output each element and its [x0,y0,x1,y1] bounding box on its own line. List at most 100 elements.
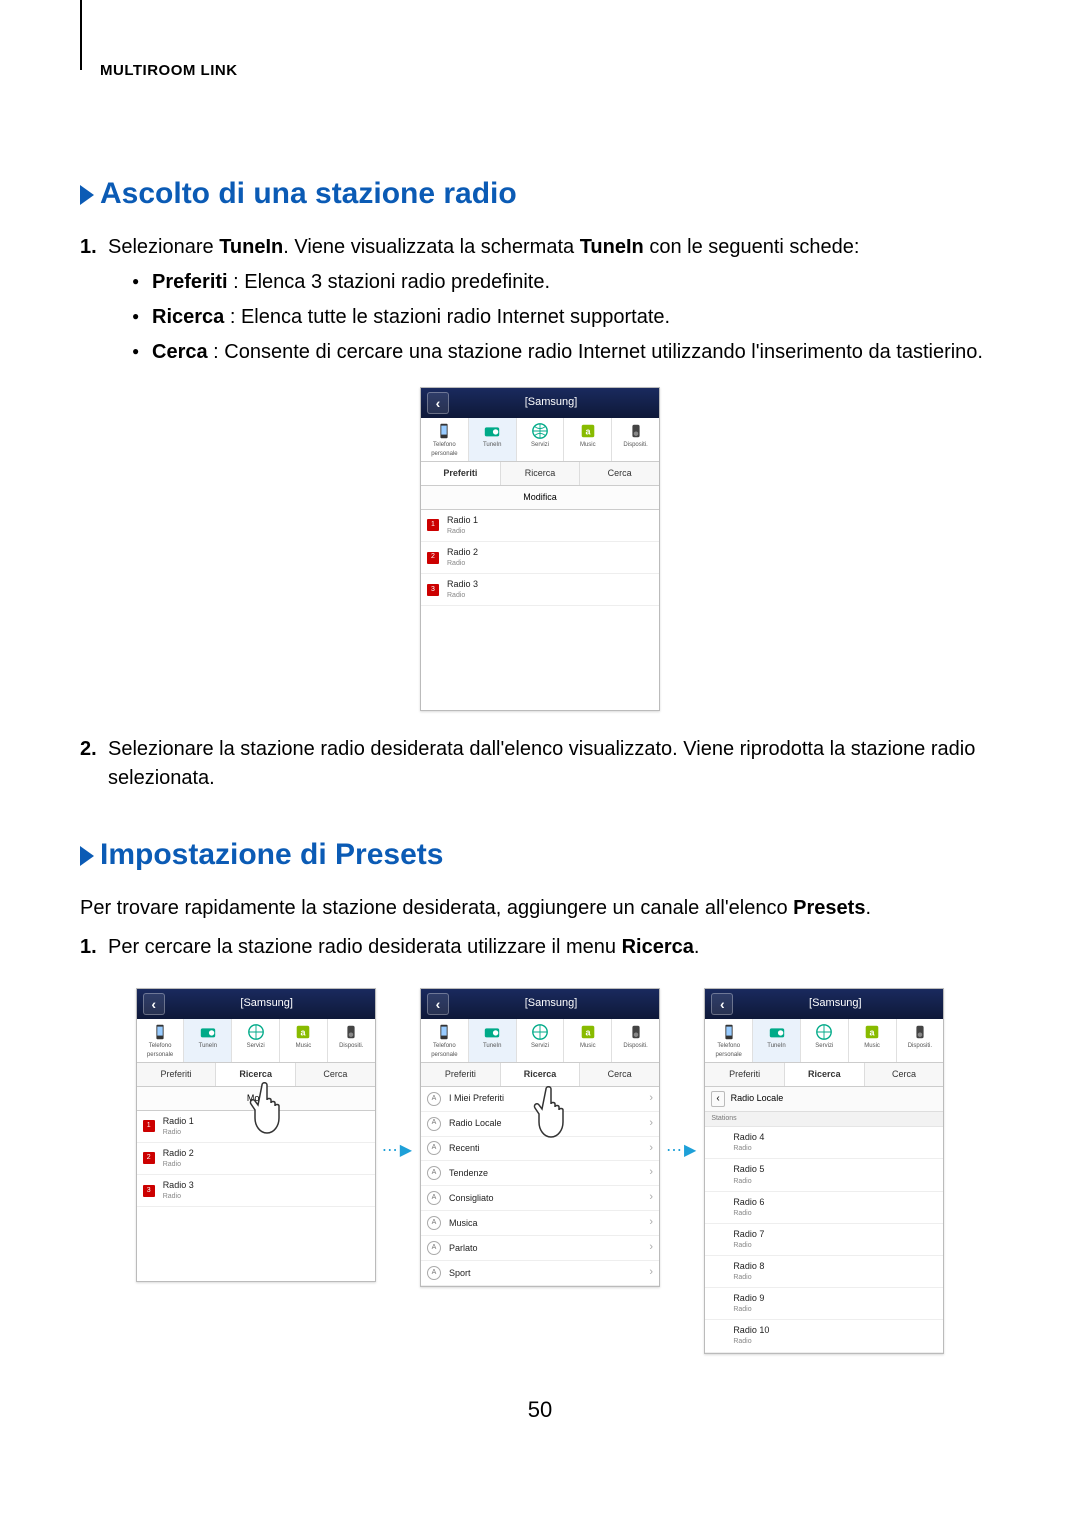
list-item[interactable]: A Consigliato› [421,1186,659,1211]
tab-ricerca[interactable]: Ricerca [501,1063,581,1086]
icon-music[interactable]: aMusic [564,418,612,460]
browse-label: Radio Locale [449,1117,649,1130]
icon-tunein[interactable]: TuneIn [469,418,517,460]
list-item[interactable]: Radio 9Radio [705,1288,943,1320]
icon-tunein[interactable]: TuneIn [184,1019,232,1061]
three-phones-row: ‹ [Samsung] Telefono personale TuneIn Se… [80,988,1000,1353]
list-item[interactable]: Radio 8Radio [705,1256,943,1288]
list-item[interactable]: Radio 7Radio [705,1224,943,1256]
icon-music[interactable]: aMusic [280,1019,328,1061]
tab-ricerca[interactable]: Ricerca [216,1063,296,1086]
list-item[interactable]: ATendenze› [421,1161,659,1186]
list-item[interactable]: Radio 4Radio [705,1127,943,1159]
tab-preferiti[interactable]: Preferiti [137,1063,217,1086]
icon-phone[interactable]: Telefono personale [705,1019,753,1061]
icon-tunein[interactable]: TuneIn [753,1019,801,1061]
icon-row: Telefono personale TuneIn Servizi aMusic… [421,418,659,461]
icon-tunein[interactable]: TuneIn [469,1019,517,1061]
chevron-right-icon: › [649,1165,653,1181]
bullet-3: Cerca : Consente di cercare una stazione… [132,338,1000,367]
radio-name: Radio 1 [163,1115,369,1128]
phone-title: [Samsung] [449,395,653,411]
phone-title: [Samsung] [165,996,369,1012]
triangle-icon [80,185,94,205]
list-item[interactable]: ARadio Locale› [421,1112,659,1137]
edit-button[interactable]: Modifica [421,486,659,510]
step2-text: Selezionare la stazione radio desiderata… [108,738,975,789]
tab-ricerca[interactable]: Ricerca [501,462,581,485]
list-item[interactable]: AParlato› [421,1236,659,1261]
step1b-text: Per cercare la stazione radio desiderata… [108,936,699,958]
icon-services[interactable]: Servizi [232,1019,280,1061]
icon-devices[interactable]: Dispositi. [612,418,659,460]
tab-preferiti[interactable]: Preferiti [421,1063,501,1086]
radio-name: Radio 2 [163,1147,369,1160]
tab-cerca[interactable]: Cerca [580,1063,659,1086]
radio-name: Radio 3 [447,578,653,591]
list-item[interactable]: 1Radio 1Radio [137,1111,375,1143]
step-number: 1. [80,233,97,262]
icon-services[interactable]: Servizi [801,1019,849,1061]
list-item[interactable]: ARecenti› [421,1137,659,1162]
tab-cerca[interactable]: Cerca [865,1063,944,1086]
tab-cerca[interactable]: Cerca [580,462,659,485]
list-item[interactable]: ASport› [421,1261,659,1286]
chevron-right-icon: › [649,1190,653,1206]
station-name: Radio 4 [733,1131,937,1144]
list-item[interactable]: AI Miei Preferiti› [421,1087,659,1112]
list-item[interactable]: Radio 10Radio [705,1320,943,1352]
station-name: Radio 8 [733,1260,937,1273]
phone-title: [Samsung] [733,996,937,1012]
phone-screenshot-c: ‹ [Samsung] Telefono personale TuneIn Se… [704,988,944,1353]
step-2: 2. Selezionare la stazione radio desider… [80,735,1000,793]
list-item[interactable]: AMusica› [421,1211,659,1236]
list-item[interactable]: 2Radio 2Radio [137,1143,375,1175]
tab-ricerca[interactable]: Ricerca [785,1063,865,1086]
radio-name: Radio 3 [163,1179,369,1192]
station-name: Radio 5 [733,1163,937,1176]
preset-badge-icon: 3 [427,584,439,596]
section2-title: Impostazione di Presets [80,833,1000,877]
tab-cerca[interactable]: Cerca [296,1063,375,1086]
bullet-list: Preferiti : Elenca 3 stazioni radio pred… [108,268,1000,367]
station-name: Radio 6 [733,1196,937,1209]
icon-phone[interactable]: Telefono personale [421,418,469,460]
station-name: Radio 10 [733,1324,937,1337]
back-local[interactable]: ‹Radio Locale [705,1087,943,1113]
tab-preferiti[interactable]: Preferiti [705,1063,785,1086]
triangle-icon [80,846,94,866]
edit-button[interactable]: Mod [137,1087,375,1111]
tab-preferiti[interactable]: Preferiti [421,462,501,485]
list-item[interactable]: 3Radio 3Radio [421,574,659,606]
icon-services[interactable]: Servizi [517,1019,565,1061]
icon-music[interactable]: aMusic [564,1019,612,1061]
icon-phone[interactable]: Telefono personale [421,1019,469,1061]
icon-devices[interactable]: Dispositi. [612,1019,659,1061]
icon-music[interactable]: aMusic [849,1019,897,1061]
list-item[interactable]: 3Radio 3Radio [137,1175,375,1207]
radio-list: 1Radio 1Radio2Radio 2Radio3Radio 3Radio [137,1111,375,1281]
icon-devices[interactable]: Dispositi. [328,1019,375,1061]
section2-intro: Per trovare rapidamente la stazione desi… [80,894,1000,923]
icon-phone[interactable]: Telefono personale [137,1019,185,1061]
chevron-right-icon: › [649,1116,653,1132]
back-button[interactable]: ‹ [427,993,449,1015]
station-sub: Radio [733,1209,937,1219]
browse-label: Consigliato [449,1192,649,1205]
radio-sub: Radio [447,527,653,537]
section1-steps-cont: 2. Selezionare la stazione radio desider… [80,735,1000,793]
back-button[interactable]: ‹ [711,993,733,1015]
list-item[interactable]: Radio 6Radio [705,1192,943,1224]
icon-devices[interactable]: Dispositi. [897,1019,944,1061]
back-button[interactable]: ‹ [143,993,165,1015]
antenna-icon: A [427,1191,441,1205]
section2-steps: 1. Per cercare la stazione radio desider… [80,933,1000,962]
icon-services[interactable]: Servizi [517,418,565,460]
chevron-right-icon: › [649,1091,653,1107]
back-button[interactable]: ‹ [427,392,449,414]
list-item[interactable]: Radio 5Radio [705,1159,943,1191]
list-item[interactable]: 2Radio 2Radio [421,542,659,574]
step-1: 1. Selezionare TuneIn. Viene visualizzat… [80,233,1000,367]
list-item[interactable]: 1Radio 1Radio [421,510,659,542]
station-name: Radio 9 [733,1292,937,1305]
